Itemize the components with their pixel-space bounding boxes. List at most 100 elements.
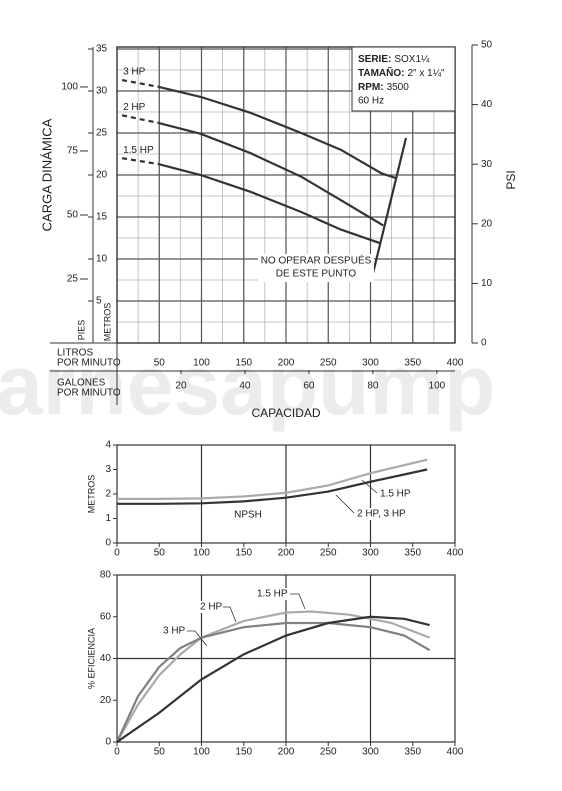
x-tick-label: 400 (447, 548, 464, 559)
y-tick-label: 0 (105, 737, 111, 748)
x-tick-label: 350 (404, 747, 421, 758)
y-tick-label: 2 (105, 489, 111, 500)
x-tick-label: 300 (362, 548, 379, 559)
y-tick-label: 15 (96, 212, 108, 223)
y-tick-label: 40 (100, 653, 112, 664)
x-tick-label: 50 (154, 747, 166, 758)
label-leader (187, 630, 208, 647)
series-line (116, 615, 430, 743)
y3-unit-label: PIES (76, 320, 86, 341)
info-value: 2" x 1¼" (407, 67, 445, 79)
y-tick-label: 10 (96, 254, 108, 265)
x2-axis-name: POR MINUTO (57, 388, 121, 399)
y-tick-label: 4 (105, 440, 111, 451)
series-label: 1.5 HP (380, 489, 411, 500)
label-leader (223, 606, 237, 623)
x-tick-label: 100 (193, 747, 210, 758)
x-tick-label: 0 (114, 548, 120, 559)
x2-tick-label: 40 (239, 381, 251, 392)
y2-axis-title: PSI (504, 170, 518, 189)
info-value: SOX1¼ (394, 53, 430, 65)
x-tick-label: 200 (278, 548, 295, 559)
watermark: arnesapump (0, 338, 496, 432)
label-bg (198, 601, 225, 613)
y-tick-label: 80 (100, 570, 112, 581)
y3-tick-label: 25 (67, 274, 79, 285)
x-tick-label: 150 (235, 358, 252, 369)
x-tick-label: 100 (193, 358, 210, 369)
y-tick-label: 60 (100, 611, 112, 622)
info-key: SERIE: (358, 54, 391, 65)
x-tick-label: 250 (320, 747, 337, 758)
x2-tick-label: 20 (175, 381, 187, 392)
series-label: 1.5 HP (123, 145, 154, 156)
series-label: 3 HP (163, 626, 186, 637)
info-line: TAMAÑO: 2" x 1¼" (358, 66, 445, 79)
series-label: 2 HP (200, 602, 223, 613)
y-tick-label: 0 (105, 538, 111, 549)
y-tick-label: 30 (96, 86, 108, 97)
y-axis-title: % EFICIENCIA (86, 628, 96, 689)
y-tick-label: 3 (105, 464, 111, 475)
series-line (117, 468, 428, 505)
y-axis-title: CARGA DINÁMICA (39, 118, 54, 231)
label-bg (355, 508, 415, 520)
series-label: 2 HP (123, 102, 146, 113)
x2-axis-name: GALONES (57, 378, 106, 389)
y-tick-label: 20 (96, 170, 108, 181)
x-tick-label: 300 (362, 358, 379, 369)
info-line: SERIE: SOX1¼ (358, 53, 430, 65)
limit-line (370, 137, 408, 281)
y2-tick-label: 30 (481, 159, 493, 170)
series-line (158, 121, 384, 227)
x-tick-label: 50 (154, 548, 166, 559)
y3-tick-label: 75 (67, 146, 79, 157)
label-leader (335, 494, 355, 514)
y-axis-title: METROS (86, 475, 96, 514)
series-label: 2 HP, 3 HP (357, 509, 406, 520)
series-line (158, 163, 381, 245)
y-tick-label: 25 (96, 128, 108, 139)
plot-frame (116, 444, 456, 544)
series-line (158, 85, 398, 180)
x-axis-name: LITROS (57, 348, 93, 359)
y-tick-label: 1 (105, 513, 111, 524)
series-line (121, 78, 159, 88)
annotation: NPSH (234, 510, 262, 521)
series-line (116, 621, 431, 743)
label-bg (161, 625, 188, 637)
x2-tick-label: 100 (429, 381, 446, 392)
x-tick-label: 400 (447, 358, 464, 369)
x-tick-label: 250 (320, 548, 337, 559)
label-leader (290, 593, 306, 610)
series-line (117, 458, 428, 500)
x-tick-label: 350 (404, 358, 421, 369)
x-tick-label: 50 (154, 358, 166, 369)
label-bg (255, 588, 293, 600)
x2-tick-label: 60 (303, 381, 315, 392)
series-line (121, 157, 159, 166)
x-axis-name: POR MINUTO (57, 358, 121, 369)
y-tick-label: 20 (100, 695, 112, 706)
x-tick-label: 150 (235, 747, 252, 758)
x-tick-label: 250 (320, 358, 337, 369)
info-line: RPM: 3500 (358, 82, 409, 93)
x-tick-label: 200 (278, 747, 295, 758)
label-bg (378, 488, 416, 500)
y2-tick-label: 10 (481, 278, 493, 289)
y-unit-label: METROS (102, 303, 112, 342)
x-tick-label: 300 (362, 747, 379, 758)
y2-tick-label: 20 (481, 218, 493, 229)
x-tick-label: 400 (447, 747, 464, 758)
series-line (121, 114, 159, 124)
y2-tick-label: 0 (481, 338, 487, 349)
limit-label: DE ESTE PUNTO (276, 269, 357, 280)
y2-tick-label: 50 (481, 40, 493, 51)
info-box (351, 46, 456, 112)
y-tick-label: 5 (96, 296, 102, 307)
series-label: 3 HP (123, 67, 146, 78)
label-leader (361, 479, 378, 494)
info-key: RPM: (358, 82, 384, 93)
limit-label-bg (258, 254, 374, 282)
